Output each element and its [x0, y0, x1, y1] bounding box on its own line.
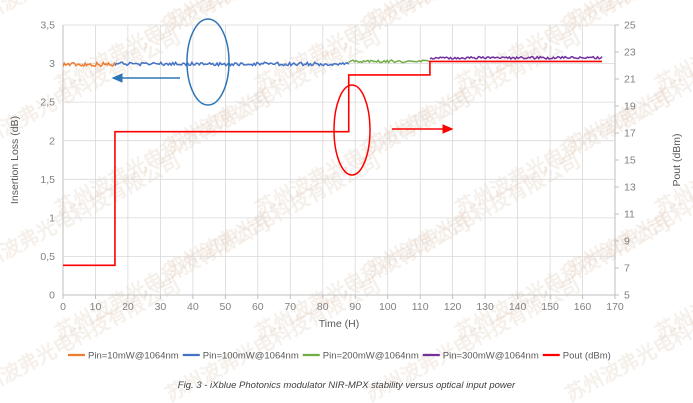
legend-label-2: Pin=200mW@1064nm [323, 350, 419, 361]
legend-label-3: Pin=300mW@1064nm [443, 350, 539, 361]
y2-tick-label: 17 [624, 128, 636, 140]
legend-item-1[interactable]: Pin=100mW@1064nm [182, 350, 299, 361]
x-tick-label: 40 [187, 301, 199, 313]
series-line-0 [63, 60, 116, 68]
blue-ellipse [186, 18, 230, 106]
x-tick-label: 100 [379, 301, 397, 313]
y-tick-label: 2,5 [40, 97, 55, 109]
series-line-2 [348, 59, 431, 64]
y-axis-title: Insertion Loss (dB) [9, 116, 21, 204]
x-tick-label: 150 [541, 301, 559, 313]
axis-titles: Insertion Loss (dB) Pout (dBm) Time (H) [9, 116, 683, 330]
x-tick-label: 130 [476, 301, 494, 313]
x-tick-label: 10 [90, 301, 102, 313]
legend: Pin=10mW@1064nm Pin=100mW@1064nm Pin=200mW… [68, 350, 611, 361]
red-ellipse [333, 84, 371, 176]
y2-tick-label: 11 [624, 209, 635, 221]
y-tick-label: 0 [49, 290, 55, 302]
legend-item-3[interactable]: Pin=300mW@1064nm [422, 350, 539, 361]
x-axis-title: Time (H) [319, 318, 359, 330]
legend-item-4[interactable]: Pout (dBm) [542, 350, 611, 361]
x-tick-label: 50 [220, 301, 232, 313]
y2-tick-label: 23 [624, 47, 636, 59]
y2-tick-label: 5 [624, 290, 630, 302]
y2-tick-label: 7 [624, 263, 630, 275]
watermark-text: 苏州波弗光电科技有限公司 [0, 25, 184, 159]
x-tick-label: 60 [252, 301, 264, 313]
y-tick-label: 1,5 [40, 174, 55, 186]
y2-tick-label: 21 [624, 74, 636, 86]
x-tick-label: 120 [444, 301, 462, 313]
series-line-1 [114, 60, 350, 68]
annotations-layer [111, 18, 454, 176]
y-tick-label: 3 [49, 58, 55, 70]
x-tick-label: 110 [412, 301, 429, 313]
legend-label-1: Pin=100mW@1064nm [203, 350, 299, 361]
data-series-layer [63, 55, 603, 267]
y2-tick-label: 15 [624, 155, 636, 167]
legend-label-4: Pout (dBm) [563, 350, 611, 361]
legend-label-0: Pin=10mW@1064nm [88, 350, 179, 361]
series-line-3 [429, 55, 603, 61]
x-tick-label: 0 [60, 301, 66, 313]
x-tick-label: 30 [155, 301, 167, 313]
x-tick-label: 140 [509, 301, 527, 313]
x-tick-label: 90 [349, 301, 361, 313]
y2-tick-label: 9 [624, 236, 630, 248]
y2-axis-title: Pout (dBm) [671, 133, 683, 186]
x-tick-label: 80 [317, 301, 329, 313]
y2-tick-label: 25 [624, 20, 636, 32]
y-tick-label: 2 [49, 135, 55, 147]
figure-caption: Fig. 3 - iXblue Photonics modulator NIR-… [178, 380, 516, 391]
x-tick-label: 160 [574, 301, 592, 313]
x-tick-label: 70 [284, 301, 296, 313]
legend-item-2[interactable]: Pin=200mW@1064nm [302, 350, 419, 361]
y-tick-label: 3,5 [40, 20, 55, 32]
y-tick-label: 1 [49, 212, 55, 224]
x-tick-label: 20 [122, 301, 134, 313]
watermark-text: 苏州波弗光电科技有限公司 [0, 273, 184, 403]
tick-labels: 0 0,5 1 1,5 2 2,5 3 3,5 5 7 9 11 13 15 17 19 21 23 25 0 10 20… [40, 20, 635, 313]
series-line-4 [63, 60, 603, 267]
y-tick-label: 0,5 [40, 251, 55, 263]
watermark-text: 苏州波弗光电科技有限公司 [0, 149, 184, 283]
y2-tick-label: 19 [624, 101, 636, 113]
legend-item-0[interactable]: Pin=10mW@1064nm [68, 350, 179, 361]
y2-tick-label: 13 [624, 182, 636, 194]
x-tick-label: 170 [606, 301, 624, 313]
